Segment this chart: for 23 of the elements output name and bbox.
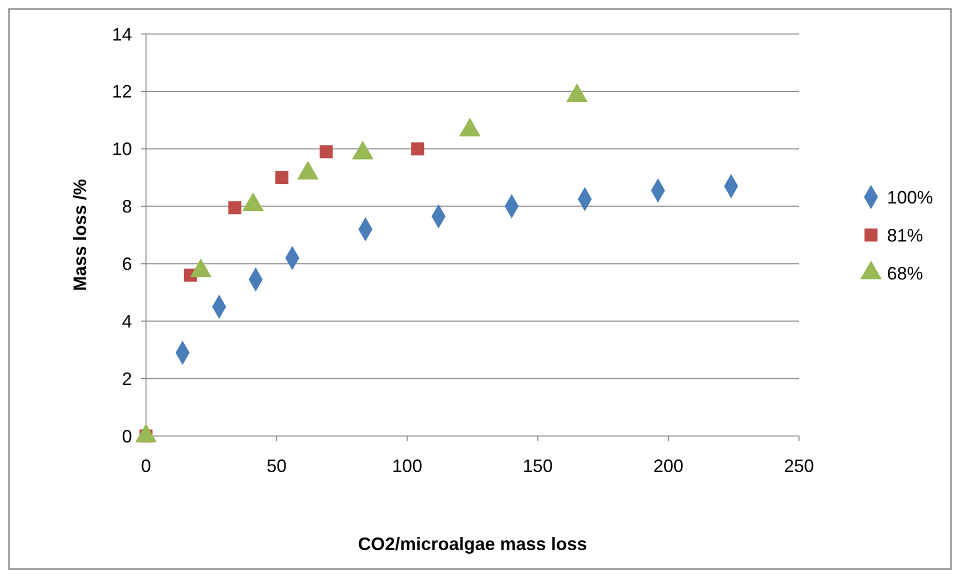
x-tick-label: 0 [140, 456, 152, 476]
x-axis-title: CO2/microalgae mass loss [358, 534, 588, 554]
legend-label: 100% [887, 187, 934, 208]
y-tick-label: 2 [122, 368, 132, 389]
y-tick-label: 6 [122, 254, 132, 274]
y-tick-label: 8 [122, 196, 132, 217]
y-axis-title: Mass loss /% [70, 178, 90, 292]
x-tick-label: 100 [392, 456, 422, 476]
point [320, 145, 333, 158]
x-tick-label: 50 [266, 456, 287, 476]
legend-label: 81% [887, 225, 924, 246]
x-tick-label: 250 [784, 456, 814, 476]
y-tick-label: 12 [112, 82, 132, 102]
legend-label: 68% [887, 263, 924, 284]
x-tick-label: 200 [653, 456, 684, 476]
y-tick-label: 10 [112, 139, 132, 160]
y-tick-label: 0 [122, 426, 132, 446]
point [411, 142, 424, 156]
point [228, 201, 242, 214]
point [275, 171, 288, 184]
y-tick-label: 4 [122, 311, 132, 332]
y-tick-label: 14 [112, 24, 132, 44]
x-tick-label: 150 [522, 456, 553, 476]
